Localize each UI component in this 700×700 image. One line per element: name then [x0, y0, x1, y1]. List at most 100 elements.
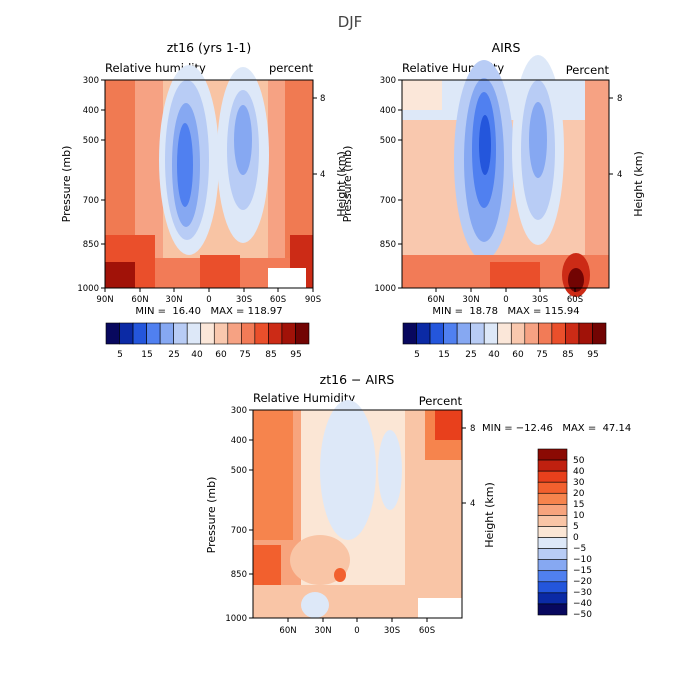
colorbar-label: 75 [536, 350, 547, 360]
colorbar-swatch [537, 570, 568, 583]
colorbar-label: 85 [265, 350, 276, 360]
x-tick-label: 90S [305, 295, 321, 305]
colorbar-swatch [537, 481, 568, 494]
colorbar-swatch [537, 459, 568, 472]
y-tick-label: 500 [83, 136, 99, 146]
missing-data-mask [418, 598, 462, 618]
y-tick-label: 850 [83, 240, 99, 250]
y-tick-label: 1000 [374, 284, 396, 294]
colorbar-label: 20 [573, 489, 585, 499]
x-axis: 60N 30N 0 30S 60S [279, 618, 435, 636]
figure-title: DJF [338, 13, 363, 31]
field-bl-equator [490, 262, 540, 288]
field-upper-north [402, 80, 442, 110]
colorbar-label: 40 [191, 350, 203, 360]
y-tick-label: 500 [231, 466, 247, 476]
colorbar-label: 5 [117, 350, 123, 360]
colorbar-label: 15 [141, 350, 152, 360]
y2-axis-title: Height (km) [632, 151, 645, 217]
colorbar: 5 15 25 40 60 75 85 95 [402, 322, 607, 360]
colorbar-label: 60 [215, 350, 227, 360]
y-axis-left: 300 400 500 700 850 1000 Pressure (mb) [60, 76, 105, 294]
colorbar-swatch [537, 526, 568, 538]
x-tick-label: 60S [270, 295, 286, 305]
x-tick-label: 30N [165, 295, 182, 305]
colorbar-label: −10 [573, 555, 592, 565]
colorbar-swatch [254, 322, 269, 345]
x-tick-label: 60S [419, 626, 435, 636]
colorbar-label: 60 [512, 350, 524, 360]
colorbar-swatch [402, 322, 417, 345]
panel-title: zt16 (yrs 1-1) [167, 40, 252, 55]
x-axis: 90N 60N 30N 0 30S 60S 90S [96, 288, 321, 305]
colorbar-swatch [227, 322, 242, 345]
colorbar-swatch [483, 322, 499, 345]
field-dry-south-inner [529, 102, 547, 178]
colorbar-swatch [241, 322, 256, 345]
y-tick-label: 850 [380, 240, 396, 250]
y-axis-right: 8 4 Height (km) [609, 94, 645, 217]
y-tick-label: 700 [83, 196, 99, 206]
y2-axis-title: Height (km) [335, 151, 348, 217]
colorbar-label: 30 [573, 478, 585, 488]
x-tick-label: 0 [354, 626, 359, 636]
colorbar-swatch [578, 322, 593, 345]
y-tick-label: 300 [83, 76, 99, 86]
field-bl-north-core [105, 262, 135, 288]
y2-tick-label: 8 [617, 94, 622, 104]
x-tick-label: 60N [279, 626, 296, 636]
x-axis: 60N 30N 0 30S 60S [427, 288, 583, 305]
y-axis-left: 300 400 500 700 850 1000 Pressure (mb) [341, 76, 402, 294]
field-bl-equator [200, 255, 240, 288]
colorbar-label: −30 [573, 588, 592, 598]
colorbar-swatch [186, 322, 202, 345]
colorbar-label: 15 [573, 500, 584, 510]
colorbar-swatch [538, 322, 553, 345]
colorbar-label: 40 [573, 467, 585, 477]
colorbar-swatch [537, 448, 568, 461]
colorbar-swatch [146, 322, 161, 345]
colorbar-swatch [456, 322, 471, 345]
colorbar-swatch [510, 322, 526, 345]
colorbar-swatch [592, 322, 607, 345]
x-tick-label: 30S [384, 626, 400, 636]
colorbar-label: −40 [573, 599, 592, 609]
y-tick-label: 300 [380, 76, 396, 86]
colorbar-swatch [537, 548, 568, 560]
field-dry-south-inner [234, 105, 252, 175]
colorbar-label: 75 [239, 350, 250, 360]
plot-area [401, 55, 610, 297]
x-tick-label: 0 [206, 295, 211, 305]
colorbar-swatch [173, 322, 188, 345]
colorbar-swatch [213, 322, 229, 345]
x-tick-label: 30S [236, 295, 252, 305]
colorbar: 5 15 25 40 60 75 85 95 [105, 322, 310, 360]
colorbar-label: 5 [414, 350, 420, 360]
colorbar-swatch [565, 322, 580, 345]
colorbar-label: 40 [488, 350, 500, 360]
min-max-stats: MIN = 18.78 MAX = 115.94 [432, 306, 579, 317]
x-tick-label: 30N [462, 295, 479, 305]
colorbar-label: 95 [587, 350, 598, 360]
field-dry-north-core [177, 123, 193, 207]
y-axis-left: 300 400 500 700 850 1000 Pressure (mb) [205, 406, 253, 624]
y-tick-label: 1000 [77, 284, 99, 294]
y2-tick-label: 4 [470, 499, 475, 509]
colorbar-label: −20 [573, 577, 592, 587]
colorbar-swatch [537, 592, 568, 605]
colorbar-label: 25 [168, 350, 179, 360]
colorbar-swatch [537, 504, 568, 516]
colorbar-label: −50 [573, 610, 592, 620]
colorbar-swatch [537, 470, 568, 483]
min-max-stats: MIN = 16.40 MAX = 118.97 [135, 306, 282, 317]
y-tick-label: 700 [231, 526, 247, 536]
y-tick-label: 850 [231, 570, 247, 580]
field-bl-south-core [568, 268, 584, 292]
y-tick-label: 400 [231, 436, 247, 446]
y-tick-label: 400 [380, 106, 396, 116]
colorbar-label: −5 [573, 544, 586, 554]
colorbar-label: 5 [573, 522, 579, 532]
colorbar-label: 25 [465, 350, 476, 360]
colorbar-swatch [537, 559, 568, 572]
